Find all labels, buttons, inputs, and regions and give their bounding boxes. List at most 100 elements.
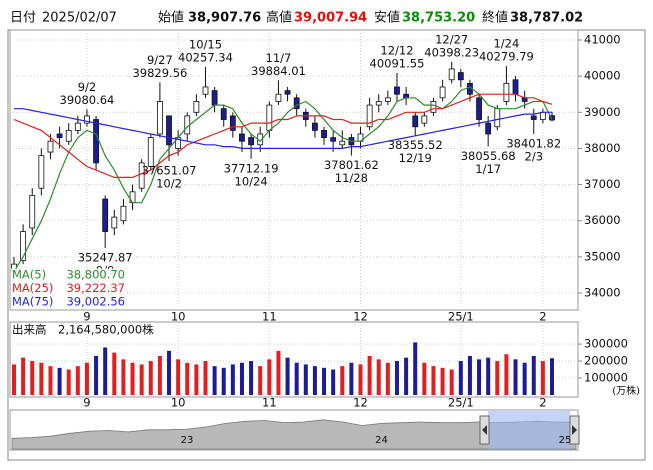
- candle-body: [38, 155, 45, 189]
- y-tick-label: 35000: [584, 249, 621, 263]
- x-tick-label: 25/1: [448, 396, 474, 410]
- candle-body: [111, 216, 118, 229]
- candle-body: [102, 198, 109, 232]
- volume-bar: [376, 359, 381, 395]
- volume-bar: [75, 366, 80, 395]
- y-tick-label: 37000: [584, 177, 621, 191]
- candle-body: [248, 137, 254, 146]
- volume-bar: [531, 355, 536, 395]
- volume-bar: [440, 367, 445, 395]
- volume-bar: [486, 357, 491, 395]
- y-tick-label: 300000: [584, 337, 628, 351]
- volume-bar: [48, 366, 53, 395]
- candle-body: [366, 104, 373, 128]
- volume-bar: [30, 361, 35, 395]
- candle-body: [485, 122, 492, 135]
- legend-bg: [11, 268, 127, 282]
- candle-body: [384, 97, 391, 102]
- x-tick-label: 2: [539, 310, 546, 324]
- volume-bar: [322, 367, 327, 395]
- annotation-value: 37651.07: [142, 164, 197, 178]
- annotation-date: 9/2: [78, 80, 97, 94]
- volume-bar: [422, 362, 427, 395]
- volume-bar: [66, 369, 71, 395]
- volume-panel: [9, 321, 579, 398]
- volume-bar: [495, 361, 500, 395]
- ma-line: [14, 108, 553, 149]
- volume-bar: [404, 357, 409, 395]
- volume-bar: [431, 366, 436, 395]
- annotation-date: 10/2: [156, 177, 182, 191]
- volume-bar: [94, 355, 99, 395]
- volume-bar: [477, 359, 482, 395]
- x-tick-label: 10: [171, 310, 186, 324]
- candle-body: [84, 115, 90, 124]
- volume-bar: [540, 361, 545, 395]
- volume-bar: [513, 359, 518, 395]
- candle-body: [239, 133, 245, 142]
- y-tick-label: 40000: [584, 69, 621, 83]
- x-tick-label: 9: [83, 396, 90, 410]
- x-tick-label: 11: [262, 310, 277, 324]
- candle-body: [512, 79, 519, 95]
- candle-body: [330, 137, 337, 142]
- annotation-value: 40398.23: [424, 45, 479, 59]
- candle-body: [74, 122, 81, 131]
- legend-name: MA(5): [12, 268, 46, 282]
- x-tick-label: 25/1: [448, 310, 474, 324]
- candle-body: [321, 129, 327, 138]
- open-value: 38,907.76: [188, 11, 261, 26]
- volume-bar: [294, 362, 299, 395]
- candle-body: [275, 93, 282, 102]
- candle-body: [47, 140, 54, 153]
- volume-bar: [349, 362, 354, 395]
- annotation-value: 40091.55: [370, 56, 425, 70]
- candle-body: [439, 86, 446, 99]
- volume-bar: [249, 361, 254, 395]
- candle-body: [65, 129, 72, 142]
- volume-bar: [21, 357, 26, 395]
- close-value: 38,787.02: [510, 11, 583, 26]
- annotation-value: 40279.79: [479, 50, 534, 64]
- annotation-date: 1/17: [475, 162, 501, 176]
- volume-bar: [103, 347, 108, 395]
- low-value: 38,753.20: [402, 11, 475, 26]
- legend-value: 38,800.70: [66, 268, 125, 282]
- volume-bar: [522, 362, 527, 395]
- legend-bg: [11, 295, 127, 309]
- candle-body: [494, 108, 501, 128]
- x-tick-label: 12: [353, 310, 368, 324]
- x-tick-label: 10: [171, 396, 186, 410]
- annotation-date: 11/7: [266, 51, 292, 65]
- annotation-value: 39080.64: [60, 93, 115, 107]
- annotation-date: 2/3: [525, 149, 544, 163]
- annotation-date: 9/27: [147, 53, 173, 67]
- y-tick-label: 36000: [584, 213, 621, 227]
- date-label: 日付: [10, 11, 36, 26]
- low-label: 安値: [374, 10, 400, 26]
- candle-body: [284, 90, 291, 95]
- unit-label: (万株): [612, 384, 640, 397]
- candle-body: [375, 101, 382, 106]
- annotation-value: 37712.19: [224, 161, 279, 175]
- volume-bar: [267, 359, 272, 395]
- open-label: 始値: [158, 10, 184, 26]
- annotation-value: 38355.52: [388, 138, 443, 152]
- candle-body: [29, 195, 36, 229]
- volume-bar: [312, 366, 317, 395]
- x-tick-label: 11: [262, 396, 277, 410]
- close-label: 終値: [482, 10, 508, 26]
- candle-body: [549, 115, 555, 121]
- annotation-value: 39829.56: [132, 66, 187, 80]
- handle-arrow: [572, 425, 577, 435]
- volume-bar: [203, 361, 208, 395]
- y-tick-label: 34000: [584, 286, 621, 300]
- annotation-value: 38401.82: [506, 136, 561, 150]
- annotation-date: 1/24: [493, 37, 519, 51]
- volume-title: 出来高: [12, 323, 47, 337]
- volume-bar: [12, 364, 16, 395]
- candle-body: [430, 101, 437, 113]
- y-tick-label: 41000: [584, 33, 621, 47]
